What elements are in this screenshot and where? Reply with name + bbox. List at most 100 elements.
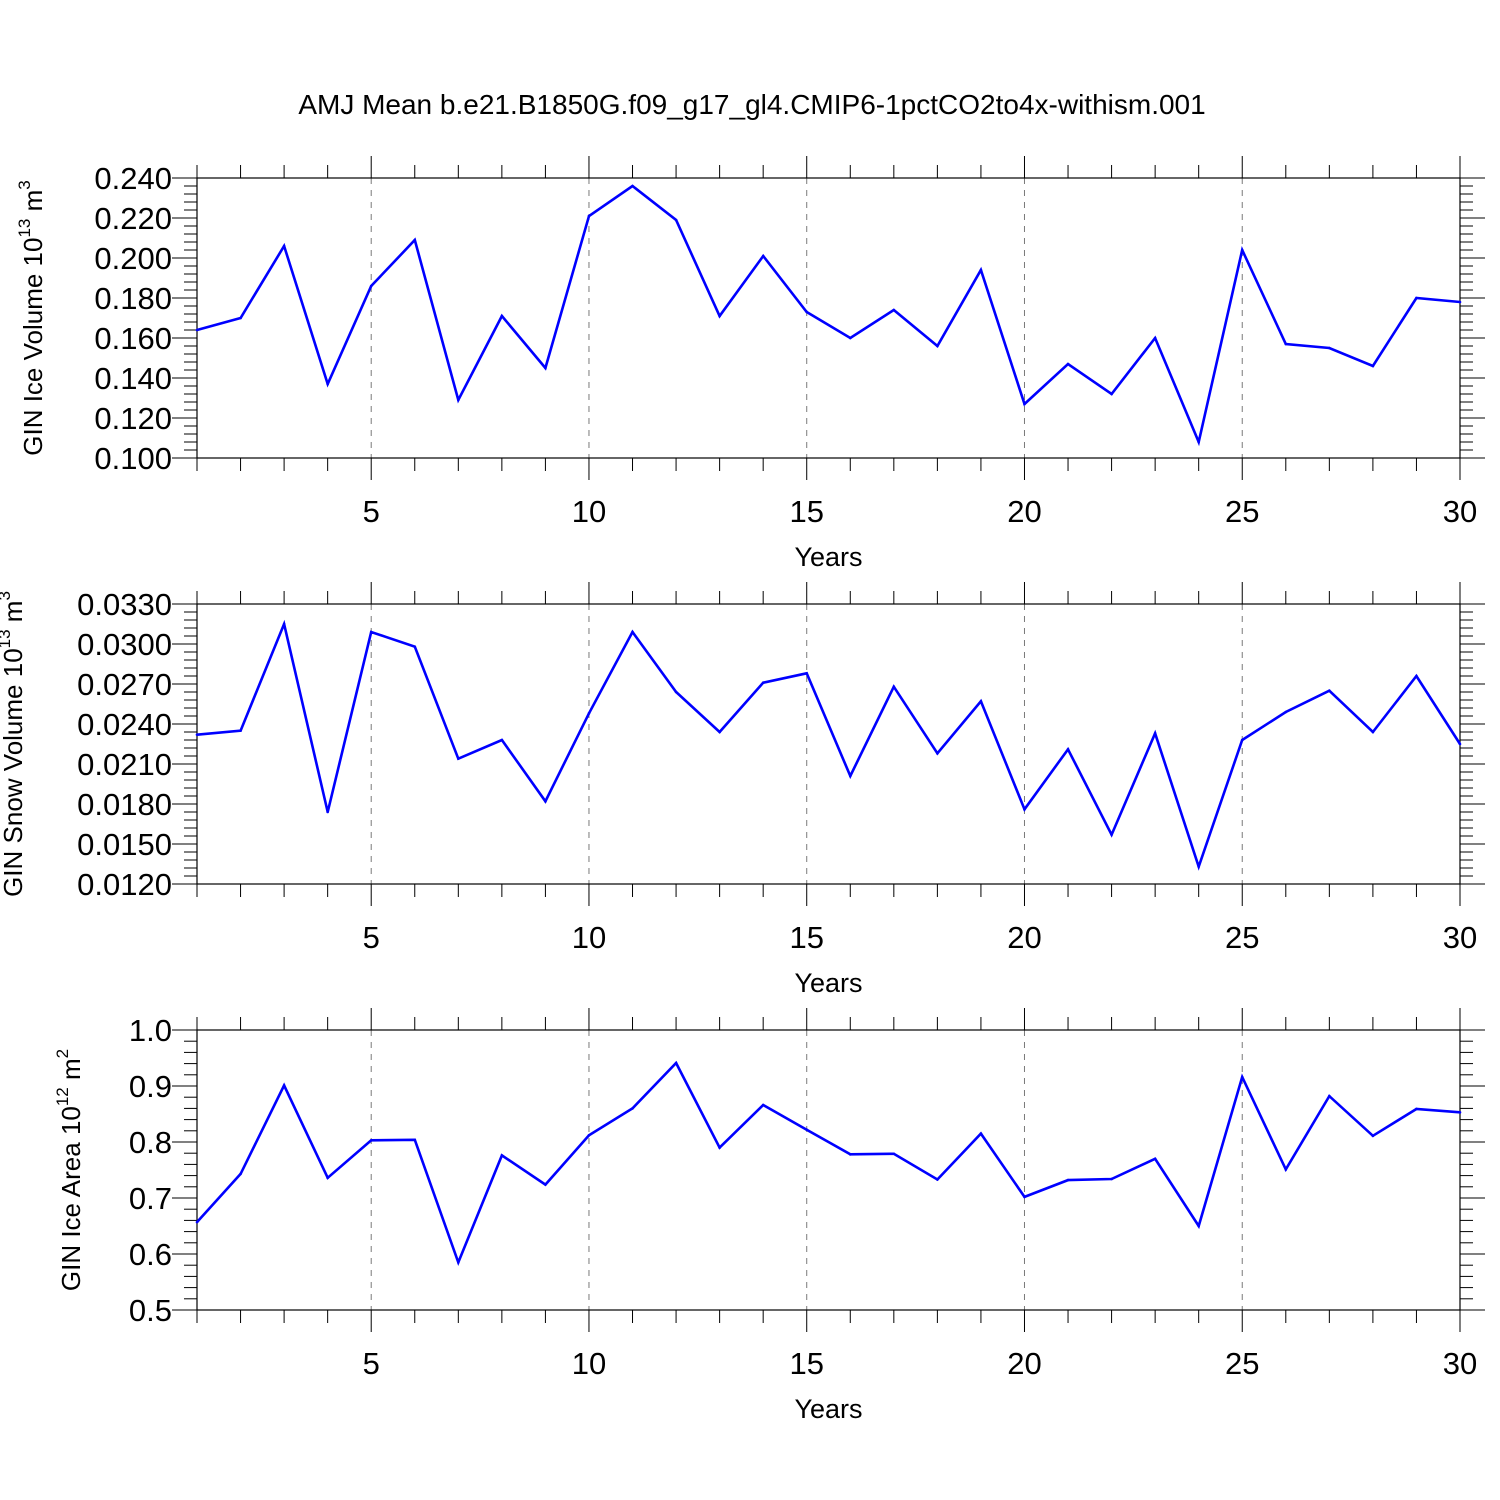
data-point (1415, 674, 1418, 678)
data-point (282, 1084, 286, 1087)
x-tick-label: 15 (789, 1346, 823, 1381)
data-point (805, 1128, 809, 1131)
y-tick-label: 0.0270 (77, 667, 172, 702)
y-axis-label: GIN Snow Volume 1013 m3 (0, 591, 28, 897)
data-point (718, 1146, 721, 1149)
y-tick-label: 0.220 (94, 201, 172, 236)
x-tick-label: 10 (572, 920, 606, 955)
data-point (674, 218, 678, 222)
y-tick-label: 0.0240 (77, 707, 172, 742)
data-point (587, 1133, 591, 1137)
x-tick-label: 5 (363, 920, 380, 955)
data-point (239, 316, 242, 320)
y-tick-label: 0.180 (94, 281, 172, 316)
data-point (1197, 1224, 1200, 1228)
data-point (631, 184, 634, 188)
y-tick-label: 0.0150 (77, 827, 172, 862)
y-tick-label: 0.240 (94, 161, 172, 196)
data-point (1023, 1195, 1026, 1199)
data-point (457, 757, 460, 760)
data-point (500, 314, 504, 318)
data-point (326, 1176, 329, 1180)
data-point (979, 268, 983, 272)
x-tick-label: 25 (1225, 1346, 1259, 1381)
data-point (1110, 1177, 1113, 1181)
data-point (631, 1107, 634, 1110)
data-point (544, 366, 547, 370)
panel-2: 0.0120 0.0150 0.0180 0.0210 0.0240 0.0270 0.03… (0, 582, 1485, 998)
data-point (1066, 1178, 1070, 1182)
data-point (761, 1103, 765, 1107)
data-point (718, 314, 721, 318)
data-point (1371, 364, 1375, 368)
x-tick-label: 20 (1007, 494, 1041, 529)
series-line (196, 1060, 1461, 1267)
y-tick-label: 0.8 (129, 1125, 172, 1160)
data-point (1197, 865, 1200, 868)
data-point (587, 214, 591, 218)
series-line (196, 184, 1461, 447)
panels: 0.100 0.120 0.140 0.160 0.180 0.200 0.220 0.240… (0, 156, 1485, 1424)
y-tick-label: 0.0330 (77, 587, 172, 622)
x-tick-label: 25 (1225, 494, 1259, 529)
y-axis-label: GIN Ice Area 1012 m2 (53, 1049, 86, 1291)
y-tick-label: 0.120 (94, 401, 172, 436)
data-point (239, 729, 242, 732)
data-point (1371, 1134, 1375, 1138)
panel-3: 0.5 0.6 0.7 0.8 0.9 1.0 5 10 15 20 25 30 Years GIN Ic… (53, 1008, 1485, 1424)
data-point (1284, 1168, 1288, 1171)
data-point (500, 1154, 504, 1157)
data-point (892, 1152, 896, 1156)
y-tick-label: 0.140 (94, 361, 172, 396)
x-tick-label: 30 (1443, 1346, 1477, 1381)
data-point (1153, 1157, 1157, 1161)
data-point (631, 630, 634, 634)
data-point (936, 344, 939, 348)
data-point (1240, 248, 1244, 252)
data-point (195, 733, 199, 736)
y-tick-label: 0.0180 (77, 787, 172, 822)
data-point (1240, 738, 1244, 742)
data-point (544, 1183, 547, 1186)
x-tick-label: 25 (1225, 920, 1259, 955)
data-point (936, 1178, 939, 1181)
data-point (282, 622, 286, 626)
data-point (1458, 1111, 1462, 1114)
data-point (413, 238, 417, 242)
data-point (1328, 689, 1331, 692)
data-point (369, 1139, 373, 1142)
data-point (1415, 1107, 1418, 1111)
x-tick-label: 20 (1007, 920, 1041, 955)
data-point (369, 284, 373, 288)
y-tick-label: 0.100 (94, 441, 172, 476)
data-point (674, 1061, 678, 1065)
data-point (979, 1132, 983, 1135)
y-tick-label: 0.9 (129, 1069, 172, 1104)
data-point (1066, 748, 1070, 751)
data-point (1023, 402, 1026, 406)
data-point (239, 1172, 242, 1176)
data-point (674, 690, 678, 694)
data-point (1371, 730, 1375, 734)
x-axis-label: Years (794, 968, 862, 998)
panel-1: 0.100 0.120 0.140 0.160 0.180 0.200 0.220 0.240… (15, 156, 1485, 572)
plot-frame (196, 603, 1461, 885)
data-point (892, 308, 896, 312)
data-point (1458, 300, 1462, 304)
data-point (1415, 296, 1418, 300)
chart-title: AMJ Mean b.e21.B1850G.f09_g17_gl4.CMIP6-… (298, 89, 1205, 120)
data-point (500, 738, 504, 742)
y-tick-label: 0.5 (129, 1293, 172, 1328)
data-point (369, 630, 373, 634)
y-tick-label: 0.0120 (77, 867, 172, 902)
data-point (1284, 342, 1288, 346)
x-tick-label: 5 (363, 1346, 380, 1381)
x-axis-label: Years (794, 1394, 862, 1424)
data-point (1153, 336, 1157, 340)
data-point (1110, 392, 1113, 396)
data-point (1197, 440, 1200, 444)
data-point (587, 712, 591, 715)
data-point (1153, 732, 1157, 735)
x-tick-label: 20 (1007, 1346, 1041, 1381)
